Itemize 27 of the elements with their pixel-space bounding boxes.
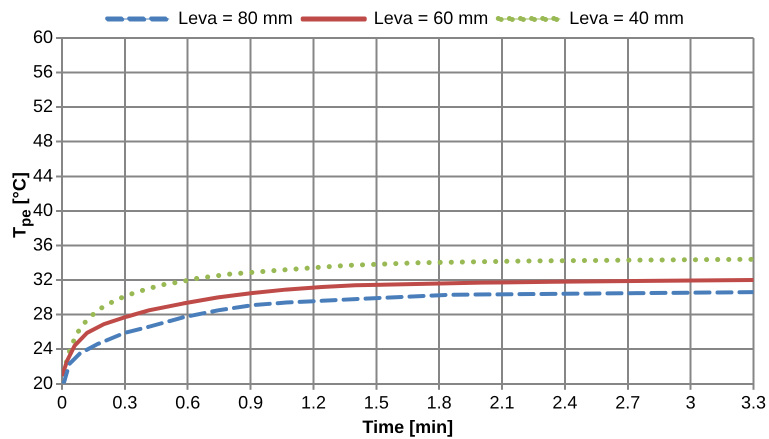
x-tick-label: 0.6 — [175, 392, 200, 413]
y-tick-label: 36 — [32, 234, 54, 254]
x-tick-label: 0.9 — [238, 392, 264, 413]
y-tick-label: 44 — [32, 165, 54, 186]
y-tick-label: 56 — [32, 62, 54, 82]
x-tick-label: 3.3 — [740, 392, 766, 413]
x-tick-label: 0.3 — [112, 392, 138, 413]
x-tick-label: 2.1 — [490, 392, 515, 413]
legend-label: Leva = 80 mm — [178, 8, 293, 28]
y-tick-label: 28 — [32, 304, 54, 324]
y-tick-label: 60 — [32, 26, 54, 47]
x-tick-label: 1.8 — [426, 392, 452, 413]
x-tick-label: 0 — [57, 392, 68, 413]
x-axis-title: Time [min] — [362, 417, 454, 438]
y-tick-label: 40 — [32, 200, 54, 220]
y-tick-label: 24 — [32, 338, 54, 358]
y-tick-label: 20 — [32, 372, 54, 393]
y-tick-label: 48 — [32, 130, 54, 151]
x-tick-label: 2.4 — [552, 392, 578, 413]
x-tick-label: 2.7 — [615, 392, 640, 413]
x-tick-label: 3 — [686, 392, 696, 413]
y-tick-label: 52 — [32, 96, 54, 116]
legend-label: Leva = 60 mm — [374, 8, 488, 28]
x-tick-label: 1.5 — [364, 392, 389, 413]
x-tick-label: 1.2 — [300, 392, 326, 413]
y-tick-label: 32 — [32, 269, 54, 290]
legend-label: Leva = 40 mm — [569, 8, 684, 28]
